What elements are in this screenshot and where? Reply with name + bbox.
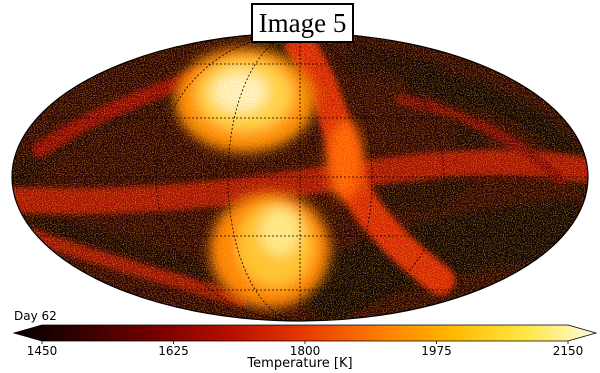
colorbar-tick-label: 1625: [158, 344, 189, 358]
graticule: [12, 33, 588, 321]
meridian-line: [155, 33, 445, 321]
colorbar-body: [12, 324, 598, 342]
colorbar-tick-label: 2150: [552, 344, 584, 358]
colorbar: [12, 324, 598, 344]
colorbar-tick-label: 1975: [421, 344, 452, 358]
image-title: Image 5: [251, 3, 354, 43]
meridian-line: [227, 33, 373, 321]
colorbar-tick-label: 1450: [26, 344, 58, 358]
day-label: Day 62: [14, 309, 57, 323]
colorbar-axis-label: Temperature [K]: [247, 356, 353, 371]
colorbar-tick-label: 1800: [289, 344, 321, 358]
